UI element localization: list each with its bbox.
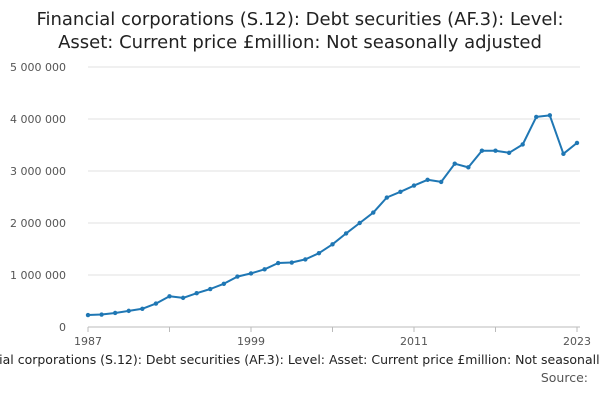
data-point: [384, 195, 390, 200]
data-point: [140, 306, 145, 311]
data-point: [357, 220, 362, 226]
data-point: [248, 271, 254, 276]
chart-caption-text: Financial corporations (S.12): Debt secu…: [0, 352, 600, 367]
data-point: [506, 150, 512, 155]
chart-caption: Financial corporations (S.12): Debt secu…: [0, 351, 600, 369]
data-point: [235, 274, 240, 279]
y-tick-label: 0: [59, 321, 66, 334]
data-point: [153, 301, 159, 306]
data-point: [371, 210, 376, 215]
data-point: [398, 189, 403, 194]
y-tick-label: 2 000 000: [10, 217, 66, 230]
data-point: [452, 161, 457, 166]
x-tick-label: 1999: [237, 335, 265, 348]
data-point: [425, 177, 430, 183]
data-point: [221, 281, 227, 287]
data-point: [411, 183, 417, 188]
x-tick-label: 2023: [563, 335, 591, 348]
data-point: [466, 165, 471, 170]
data-point: [112, 310, 118, 316]
data-point: [479, 148, 485, 153]
data-point: [126, 308, 131, 314]
data-point: [275, 260, 281, 266]
data-point: [194, 291, 199, 296]
chart-title-line-2: Asset: Current price £million: Not seaso…: [58, 32, 542, 53]
x-axis: 1987 1999 2011 2023: [74, 326, 591, 348]
data-point: [574, 140, 580, 146]
data-point: [208, 286, 213, 292]
series-line: [87, 114, 578, 316]
source-label: Source:: [540, 370, 588, 385]
y-tick-label: 1 000 000: [10, 269, 66, 282]
y-tick-label: 4 000 000: [10, 113, 66, 126]
data-point: [343, 231, 349, 236]
x-tick-label: 2011: [400, 335, 428, 348]
data-point: [561, 151, 566, 157]
y-tick-label: 3 000 000: [10, 165, 66, 178]
data-point: [85, 312, 91, 318]
data-point: [330, 242, 335, 247]
data-point: [180, 295, 186, 301]
data-point: [520, 142, 525, 147]
data-point: [316, 250, 322, 256]
data-point: [262, 267, 267, 272]
series-group: [85, 113, 580, 318]
data-point: [99, 312, 104, 317]
chart-title: Financial corporations (S.12): Debt secu…: [0, 8, 600, 54]
gridlines: [88, 66, 580, 276]
y-axis-tick-labels: 0 1 000 000 2 000 000 3 000 000 4 000 000 5 0…: [10, 61, 66, 334]
y-tick-label: 5 000 000: [10, 61, 66, 74]
data-point: [303, 257, 308, 262]
data-point: [289, 260, 294, 265]
x-tick-label: 1987: [74, 335, 102, 348]
chart-title-line-1: Financial corporations (S.12): Debt secu…: [36, 9, 564, 30]
data-point: [438, 179, 444, 185]
data-point: [534, 114, 539, 120]
data-point: [547, 113, 553, 118]
data-point: [167, 294, 172, 299]
data-point: [493, 148, 498, 153]
